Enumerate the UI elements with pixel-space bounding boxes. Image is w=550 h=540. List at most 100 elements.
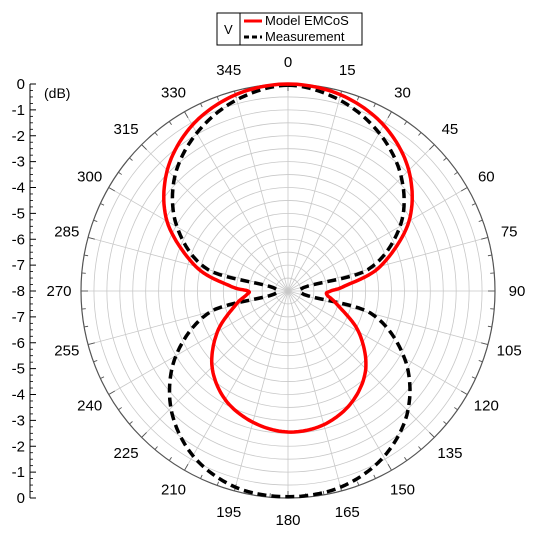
angle-label: 195 [216,504,241,521]
outer-tick [118,407,122,411]
angle-label: 75 [501,224,518,241]
outer-tick [471,203,476,206]
outer-tick [460,390,468,395]
outer-tick [108,187,116,192]
outer-tick [200,474,203,479]
series-line [162,82,414,434]
outer-tick [84,325,89,328]
angle-label: 240 [77,398,102,415]
outer-tick [404,121,408,125]
grid-spoke [184,111,289,292]
angle-label: 210 [161,481,186,498]
series-line [167,83,412,499]
scale-tick-label: 0 [17,490,25,507]
scale-tick-label: 0 [17,76,25,93]
outer-tick [471,376,476,379]
outer-tick [460,187,468,192]
outer-tick [429,144,435,150]
legend-measurement-label: Measurement [265,29,345,44]
angle-label: 255 [54,342,79,359]
angle-label: 165 [335,504,360,521]
outer-tick [93,219,98,222]
angle-label: 15 [339,62,356,79]
angle-label: 90 [509,283,526,300]
angle-labels: 0 15 30 45 60 75 90 105 120 135 150 165 180 195 210 225… [46,54,525,529]
outer-tick [100,376,105,379]
grid-spoke [141,290,289,438]
outer-tick [454,171,458,175]
angle-label: 330 [161,85,186,102]
scale-tick-label: -5 [12,205,25,222]
outer-tick [487,325,492,328]
series-lines [162,82,414,499]
outer-tick [478,360,483,363]
outer-tick [357,96,360,101]
outer-tick [418,132,422,136]
outer-tick [87,342,95,346]
grid-spoke [287,290,392,471]
scale-tick-label: -1 [12,464,25,481]
scale-tick-label: -6 [12,335,25,352]
legend: V Model EMCoS Measurement [216,12,363,46]
scale-tick-label: -4 [12,387,25,404]
outer-tick [154,446,158,450]
scale-tick-label: -7 [12,257,25,274]
outer-tick [429,432,435,438]
outer-tick [216,96,219,101]
outer-tick [357,481,360,486]
angle-label: 60 [478,169,495,186]
scale-tick-label: -5 [12,361,25,378]
scale-tick-label: -3 [12,154,25,171]
angle-label: 270 [46,283,71,300]
grid-spoke [287,290,468,395]
angle-label: 105 [497,342,522,359]
angle-label: 45 [442,121,459,138]
outer-tick [200,103,203,108]
outer-tick [129,157,133,161]
scale-tick-label: -4 [12,180,25,197]
polar-grid [80,83,496,499]
grid-spoke [184,290,289,471]
outer-tick [168,121,172,125]
outer-tick [141,144,147,150]
outer-tick [84,254,89,257]
grid-spoke [287,111,392,292]
grid-spoke [141,144,289,292]
outer-tick [443,157,447,161]
angle-label: 300 [77,169,102,186]
outer-tick [387,111,392,119]
grid-spoke [287,144,435,292]
grid-spoke [287,90,342,292]
outer-tick [322,490,325,495]
grid-spoke [287,290,342,492]
scale-tick-label: -8 [12,283,25,300]
outer-tick [373,103,376,108]
outer-tick [108,390,116,395]
outer-tick [487,254,492,257]
outer-tick [100,203,105,206]
angle-label: 345 [216,62,241,79]
legend-model-label: Model EMCoS [265,13,349,28]
scale-tick-label: -1 [12,102,25,119]
outer-tick [443,421,447,425]
angle-label: 30 [394,85,411,102]
scale-tick-label: -2 [12,438,25,455]
grid-spoke [234,90,289,292]
outer-tick [481,342,489,346]
grid-spoke [234,290,289,492]
grid-spoke [287,187,468,292]
unit-label: (dB) [44,85,70,101]
angle-label: 150 [390,481,415,498]
grid-spoke [108,187,289,292]
angle-label: 0 [284,54,292,71]
angle-label: 135 [437,445,462,462]
outer-tick [184,463,189,471]
angle-label: 180 [275,512,300,529]
outer-tick [418,446,422,450]
scale-tick-label: -6 [12,231,25,248]
scale-tick-label: -7 [12,309,25,326]
outer-tick [141,432,147,438]
outer-tick [478,219,483,222]
outer-tick [118,171,122,175]
